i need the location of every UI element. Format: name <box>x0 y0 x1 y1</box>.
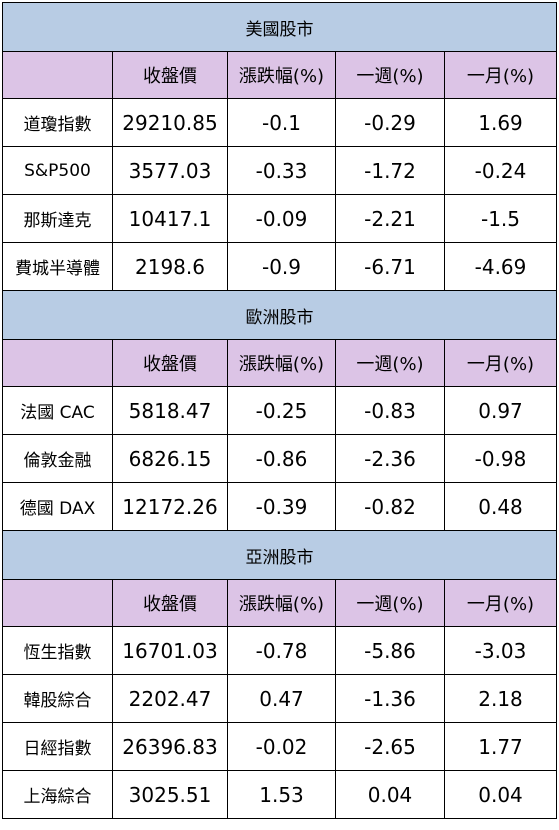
month-value: -3.03 <box>444 626 557 675</box>
week-value: -0.29 <box>335 98 445 147</box>
column-header-blank <box>2 51 113 99</box>
month-value: -0.98 <box>444 434 557 483</box>
change-value: -0.86 <box>227 434 336 483</box>
close-value: 10417.1 <box>112 194 228 243</box>
section-title-europe: 歐洲股市 <box>2 290 557 340</box>
change-value: -0.02 <box>227 722 336 771</box>
week-value: -0.82 <box>335 482 445 531</box>
column-header-month: 一月(%) <box>444 51 557 99</box>
close-value: 3025.51 <box>112 770 228 819</box>
table-row: 日經指數 26396.83 -0.02 -2.65 1.77 <box>2 722 557 771</box>
column-header-close: 收盤價 <box>112 339 228 387</box>
index-name: 上海綜合 <box>2 770 113 819</box>
column-header-close: 收盤價 <box>112 579 228 627</box>
change-value: -0.33 <box>227 146 336 195</box>
week-value: -2.21 <box>335 194 445 243</box>
index-name: 那斯達克 <box>2 194 113 243</box>
column-header-row: 收盤價 漲跌幅(%) 一週(%) 一月(%) <box>2 51 557 99</box>
month-value: 0.97 <box>444 386 557 435</box>
section-header-row-us: 美國股市 <box>2 2 557 52</box>
change-value: -0.78 <box>227 626 336 675</box>
month-value: -4.69 <box>444 242 557 291</box>
table-row: 費城半導體 2198.6 -0.9 -6.71 -4.69 <box>2 242 557 291</box>
column-header-change: 漲跌幅(%) <box>227 579 336 627</box>
close-value: 3577.03 <box>112 146 228 195</box>
week-value: -2.36 <box>335 434 445 483</box>
month-value: 2.18 <box>444 674 557 723</box>
column-header-month: 一月(%) <box>444 579 557 627</box>
month-value: 1.69 <box>444 98 557 147</box>
index-name: 法國 CAC <box>2 386 113 435</box>
change-value: 0.47 <box>227 674 336 723</box>
month-value: 0.04 <box>444 770 557 819</box>
column-header-week: 一週(%) <box>335 51 445 99</box>
table-row: 法國 CAC 5818.47 -0.25 -0.83 0.97 <box>2 386 557 435</box>
week-value: -1.36 <box>335 674 445 723</box>
column-header-blank <box>2 339 113 387</box>
table-row: 倫敦金融 6826.15 -0.86 -2.36 -0.98 <box>2 434 557 483</box>
week-value: -6.71 <box>335 242 445 291</box>
index-name: 德國 DAX <box>2 482 113 531</box>
change-value: -0.25 <box>227 386 336 435</box>
month-value: -0.24 <box>444 146 557 195</box>
index-name: 恆生指數 <box>2 626 113 675</box>
index-name: 韓股綜合 <box>2 674 113 723</box>
close-value: 2198.6 <box>112 242 228 291</box>
column-header-row: 收盤價 漲跌幅(%) 一週(%) 一月(%) <box>2 579 557 627</box>
close-value: 5818.47 <box>112 386 228 435</box>
section-title-asia: 亞洲股市 <box>2 530 557 580</box>
column-header-blank <box>2 579 113 627</box>
change-value: -0.39 <box>227 482 336 531</box>
change-value: 1.53 <box>227 770 336 819</box>
index-name: 倫敦金融 <box>2 434 113 483</box>
index-name: 費城半導體 <box>2 242 113 291</box>
column-header-change: 漲跌幅(%) <box>227 339 336 387</box>
change-value: -0.1 <box>227 98 336 147</box>
table-row: 韓股綜合 2202.47 0.47 -1.36 2.18 <box>2 674 557 723</box>
close-value: 6826.15 <box>112 434 228 483</box>
month-value: 0.48 <box>444 482 557 531</box>
section-header-row-europe: 歐洲股市 <box>2 290 557 340</box>
index-name: 道瓊指數 <box>2 98 113 147</box>
change-value: -0.09 <box>227 194 336 243</box>
close-value: 16701.03 <box>112 626 228 675</box>
table-row: 道瓊指數 29210.85 -0.1 -0.29 1.69 <box>2 98 557 147</box>
month-value: -1.5 <box>444 194 557 243</box>
week-value: 0.04 <box>335 770 445 819</box>
table-row: 德國 DAX 12172.26 -0.39 -0.82 0.48 <box>2 482 557 531</box>
index-name: S&P500 <box>2 146 113 195</box>
column-header-change: 漲跌幅(%) <box>227 51 336 99</box>
week-value: -1.72 <box>335 146 445 195</box>
section-title-us: 美國股市 <box>2 2 557 52</box>
table-row: S&P500 3577.03 -0.33 -1.72 -0.24 <box>2 146 557 195</box>
week-value: -2.65 <box>335 722 445 771</box>
week-value: -0.83 <box>335 386 445 435</box>
table-row: 那斯達克 10417.1 -0.09 -2.21 -1.5 <box>2 194 557 243</box>
month-value: 1.77 <box>444 722 557 771</box>
table-row: 恆生指數 16701.03 -0.78 -5.86 -3.03 <box>2 626 557 675</box>
week-value: -5.86 <box>335 626 445 675</box>
table-row: 上海綜合 3025.51 1.53 0.04 0.04 <box>2 770 557 819</box>
section-header-row-asia: 亞洲股市 <box>2 530 557 580</box>
column-header-week: 一週(%) <box>335 339 445 387</box>
index-name: 日經指數 <box>2 722 113 771</box>
close-value: 12172.26 <box>112 482 228 531</box>
change-value: -0.9 <box>227 242 336 291</box>
close-value: 2202.47 <box>112 674 228 723</box>
column-header-row: 收盤價 漲跌幅(%) 一週(%) 一月(%) <box>2 339 557 387</box>
close-value: 29210.85 <box>112 98 228 147</box>
stock-market-table: 美國股市 收盤價 漲跌幅(%) 一週(%) 一月(%) 道瓊指數 29210.85 -0.1-… <box>2 2 557 819</box>
column-header-week: 一週(%) <box>335 579 445 627</box>
close-value: 26396.83 <box>112 722 228 771</box>
column-header-close: 收盤價 <box>112 51 228 99</box>
column-header-month: 一月(%) <box>444 339 557 387</box>
